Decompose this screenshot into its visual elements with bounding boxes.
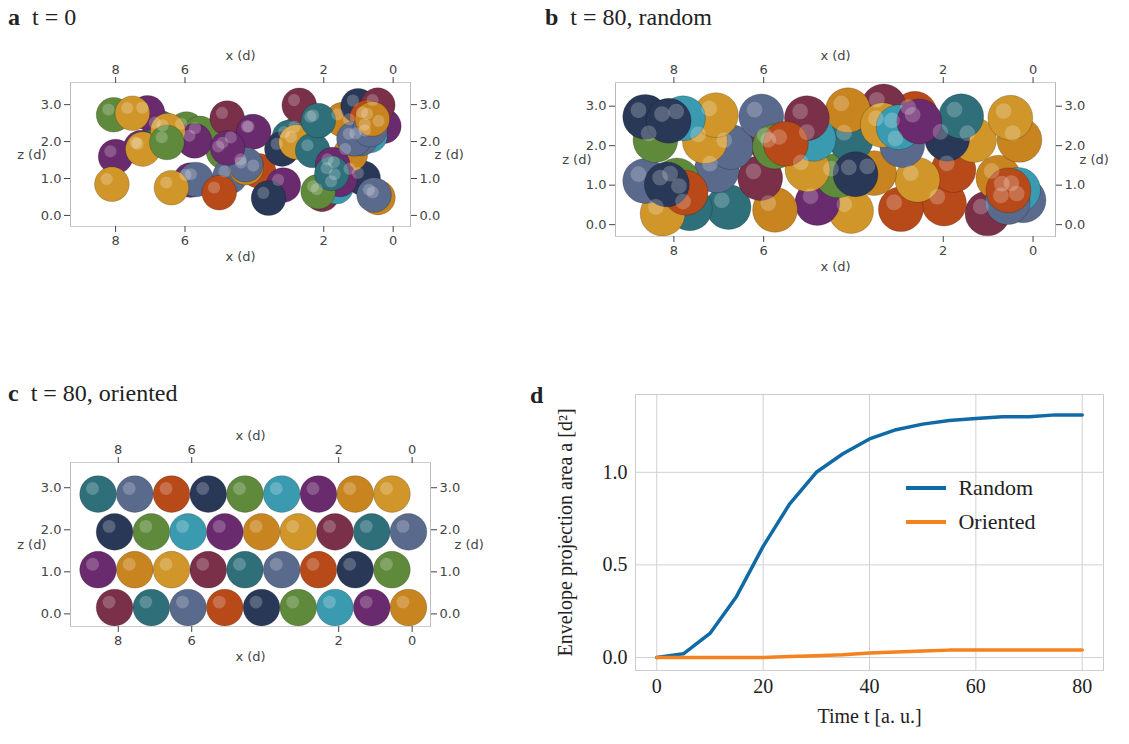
svg-text:2.0: 2.0 [586, 138, 607, 153]
svg-text:6: 6 [760, 62, 768, 77]
svg-text:3.0: 3.0 [41, 97, 62, 112]
svg-text:x (d): x (d) [235, 649, 265, 664]
svg-text:8: 8 [670, 243, 678, 258]
svg-text:0: 0 [389, 233, 397, 248]
svg-text:1.0: 1.0 [41, 564, 62, 579]
svg-text:1.0: 1.0 [586, 177, 607, 192]
svg-text:0.0: 0.0 [1065, 217, 1086, 232]
svg-text:x (d): x (d) [820, 48, 850, 63]
svg-text:1.0: 1.0 [1065, 177, 1086, 192]
html-text:b: b [545, 4, 559, 30]
svg-text:8: 8 [114, 442, 122, 457]
svg-text:2: 2 [335, 442, 343, 457]
svg-text:z (d): z (d) [1080, 152, 1109, 167]
svg-text:2.0: 2.0 [41, 522, 62, 537]
svg-text:8: 8 [670, 62, 678, 77]
svg-text:x (d): x (d) [225, 48, 255, 63]
svg-text:3.0: 3.0 [1065, 98, 1086, 113]
svg-text:0: 0 [1029, 243, 1037, 258]
svg-text:2.0: 2.0 [40, 133, 62, 149]
svg-text:2.0: 2.0 [1065, 138, 1086, 153]
svg-text:0.0: 0.0 [603, 646, 628, 668]
svg-text:0.0: 0.0 [41, 606, 62, 621]
svg-text:0.0: 0.0 [41, 208, 62, 223]
svg-text:6: 6 [181, 62, 189, 77]
svg-text:0.0: 0.0 [420, 208, 441, 223]
html-text:t = 80, random: t = 80, random [570, 4, 712, 30]
svg-text:6: 6 [188, 633, 196, 648]
html-text:t = 80, oriented: t = 80, oriented [30, 380, 178, 406]
svg-text:x (d): x (d) [225, 249, 255, 264]
svg-text:0: 0 [408, 442, 416, 457]
svg-text:8: 8 [114, 633, 122, 648]
svg-text:0: 0 [1029, 62, 1037, 77]
html-text:Random: Random [958, 475, 1033, 501]
html-text:d: d [530, 382, 544, 408]
svg-text:6: 6 [760, 243, 768, 258]
svg-text:3.0: 3.0 [440, 480, 461, 495]
svg-text:1.0: 1.0 [603, 461, 628, 483]
svg-text:2: 2 [320, 233, 328, 248]
html-text:c: c [8, 380, 19, 406]
svg-text:z (d): z (d) [562, 152, 591, 167]
svg-text:z (d): z (d) [455, 537, 484, 552]
svg-text:2.0: 2.0 [440, 522, 461, 537]
svg-text:Envelope projection area a [d²: Envelope projection area a [d²] [554, 408, 577, 656]
svg-text:40: 40 [860, 675, 880, 697]
html-text:Oriented: Oriented [958, 509, 1036, 535]
svg-text:1.0: 1.0 [420, 171, 441, 186]
svg-text:80: 80 [1072, 675, 1092, 697]
svg-text:2: 2 [335, 633, 343, 648]
svg-text:0: 0 [389, 62, 397, 77]
svg-text:3.0: 3.0 [586, 98, 607, 113]
svg-text:3.0: 3.0 [420, 97, 441, 112]
svg-text:0.0: 0.0 [440, 606, 461, 621]
svg-text:0: 0 [408, 633, 416, 648]
svg-text:x (d): x (d) [235, 428, 265, 443]
svg-text:z (d): z (d) [17, 147, 46, 162]
svg-text:0: 0 [652, 675, 662, 697]
svg-text:6: 6 [188, 442, 196, 457]
svg-text:2.0: 2.0 [419, 133, 441, 149]
svg-text:8: 8 [111, 62, 119, 77]
svg-text:2: 2 [939, 243, 947, 258]
svg-text:0.0: 0.0 [586, 217, 607, 232]
svg-text:20: 20 [753, 675, 773, 697]
svg-text:1.0: 1.0 [41, 171, 62, 186]
svg-text:Time t [a. u.]: Time t [a. u.] [817, 705, 921, 727]
svg-text:0.5: 0.5 [603, 553, 628, 575]
svg-text:8: 8 [111, 233, 119, 248]
svg-text:6: 6 [181, 233, 189, 248]
svg-text:2: 2 [320, 62, 328, 77]
svg-text:2: 2 [939, 62, 947, 77]
html-text:a: a [8, 4, 20, 30]
svg-text:z (d): z (d) [435, 147, 464, 162]
svg-text:z (d): z (d) [17, 537, 46, 552]
svg-text:x (d): x (d) [820, 259, 850, 274]
svg-text:3.0: 3.0 [41, 480, 62, 495]
svg-text:60: 60 [966, 675, 986, 697]
html-text:t = 0: t = 0 [32, 4, 77, 30]
svg-text:1.0: 1.0 [440, 564, 461, 579]
